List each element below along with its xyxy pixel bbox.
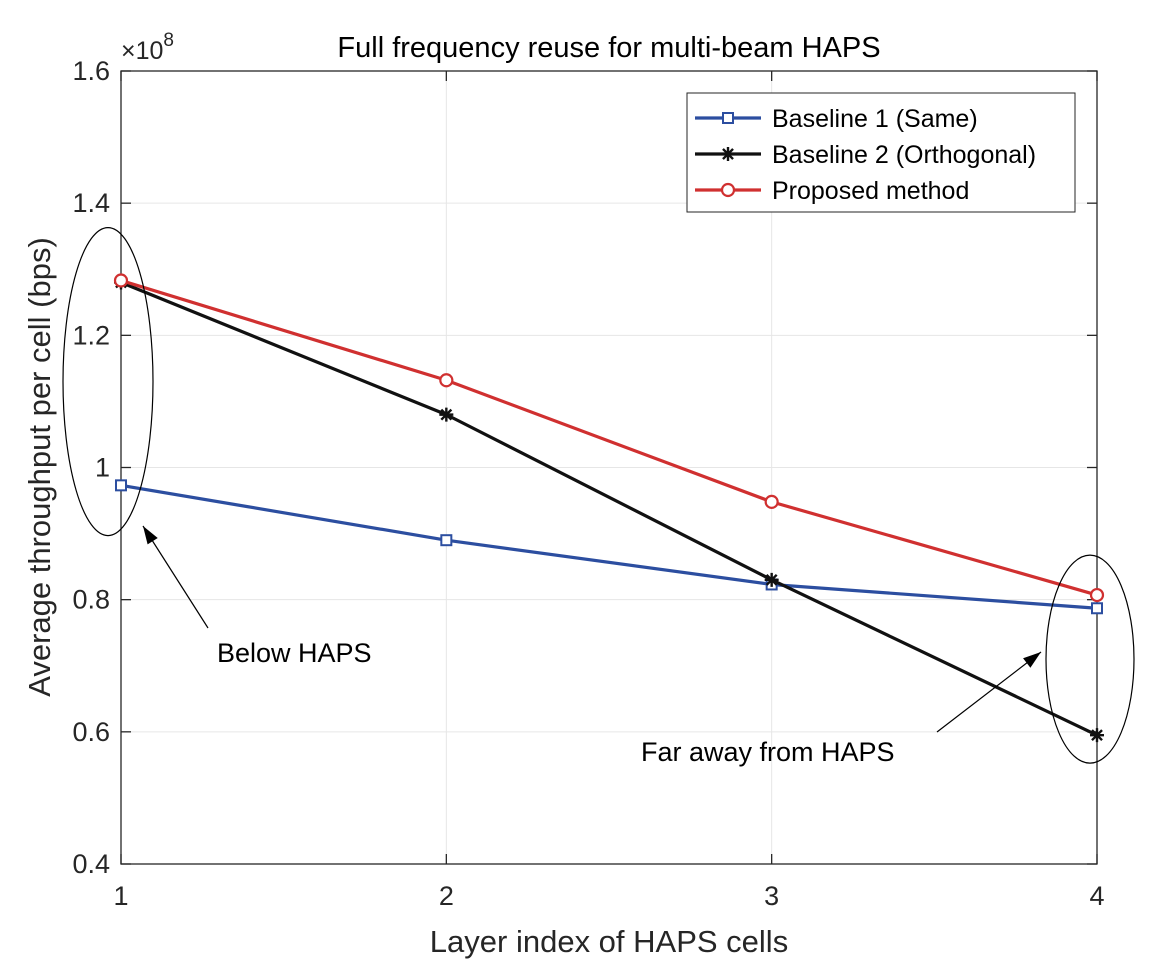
legend-label: Proposed method [772,177,969,205]
x-tick-label: 2 [439,881,454,911]
arrow-line [142,525,209,629]
y-exponent-prefix: ×10 [121,37,163,65]
legend-entry: Proposed method [695,177,969,205]
x-axis-title: Layer index of HAPS cells [430,924,788,959]
y-tick-label: 0.8 [72,585,110,615]
series-line [120,280,1098,737]
series-layer [113,273,1105,743]
y-tick-label: 0.6 [72,717,110,747]
arrow-head [143,526,158,545]
legend: Baseline 1 (Same) Baseline 2 (Orthogonal)… [686,92,1076,213]
legend-swatch-marker [722,112,734,124]
arrow-head [1023,652,1041,668]
annotation-far-away: Far away from HAPS [641,554,1135,767]
data-point [115,479,127,492]
x-tick-label: 4 [1089,881,1104,911]
data-point [764,572,779,587]
legend-swatch-marker [720,182,736,198]
y-tick-label: 1.6 [72,56,110,86]
series-line [120,278,1098,597]
data-point [439,373,454,388]
data-point [1089,587,1105,603]
y-tick-label: 1.2 [72,320,110,350]
series-3 [113,273,1105,603]
legend-swatch-marker [721,147,735,161]
annotation-label: Far away from HAPS [641,737,895,767]
legend-label: Baseline 1 (Same) [772,105,978,133]
y-exponent-power: 8 [163,30,174,51]
annotation-below-haps: Below HAPS [62,226,372,668]
y-axis-title: Average throughput per cell (bps) [22,237,57,697]
data-point [440,534,453,547]
y-exponent-label: ×108 [121,30,174,65]
data-point [1090,728,1104,743]
y-tick-label: 1.4 [72,188,110,218]
data-point [1091,602,1103,615]
y-tick-label: 0.4 [72,849,110,879]
annotation-layer: Below HAPS Far away from HAPS [62,226,1135,767]
legend-entry: Baseline 2 (Orthogonal) [695,141,1036,169]
annotation-label: Below HAPS [217,638,372,668]
legend-entry: Baseline 1 (Same) [695,105,978,133]
arrow-line [936,651,1042,733]
highlight-ellipse [1045,554,1135,764]
data-point [439,407,454,422]
data-point [764,494,779,509]
highlight-ellipse [62,226,154,537]
chart-title: Full frequency reuse for multi-beam HAPS [337,32,880,64]
legend-label: Baseline 2 (Orthogonal) [772,141,1036,169]
series-line [120,483,1098,610]
x-tick-label: 1 [113,881,128,911]
data-point [113,273,129,288]
x-tick-label: 3 [764,881,779,911]
axis-ticks: 1 2 3 4 0.4 0.6 0.8 1 1.2 1.4 1.6 [72,56,1104,911]
y-tick-label: 1 [95,453,110,483]
